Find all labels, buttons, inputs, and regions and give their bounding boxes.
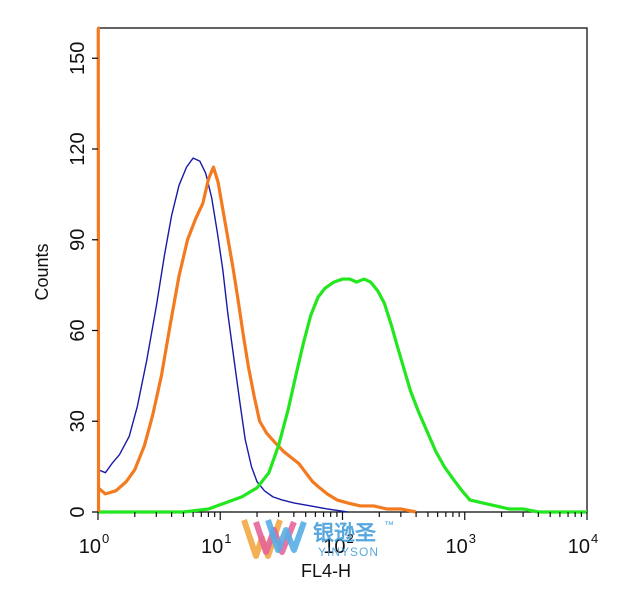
series-line-2 (98, 277, 587, 514)
y-tick-label: 60 (67, 319, 89, 341)
series-layer (96, 26, 587, 514)
watermark-text: 银逊圣 (313, 522, 377, 545)
watermark-logo: 银逊圣 ™ YINYSON (241, 519, 394, 559)
plot-border (97, 27, 588, 513)
x-tick-label: 100 (79, 531, 109, 558)
x-tick-label: 104 (568, 531, 598, 558)
series-line-3 (96, 26, 101, 513)
watermark-trademark: ™ (384, 520, 394, 531)
plot-frame (97, 27, 588, 513)
watermark-subtext: YINYSON (318, 545, 379, 559)
x-tick-label: 101 (201, 531, 231, 558)
x-tick-label: 103 (446, 531, 476, 558)
x-axis-label: FL4-H (301, 561, 351, 581)
series-line-1 (96, 165, 417, 514)
y-tick-label: 150 (67, 42, 89, 75)
y-axis-label: Counts (32, 243, 52, 300)
y-tick-label: 0 (67, 506, 89, 517)
y-tick-label: 30 (67, 410, 89, 432)
y-tick-label: 90 (67, 229, 89, 251)
watermark-emblem-icon (241, 519, 307, 559)
y-tick-label: 120 (67, 132, 89, 165)
series-line-0 (97, 157, 348, 513)
